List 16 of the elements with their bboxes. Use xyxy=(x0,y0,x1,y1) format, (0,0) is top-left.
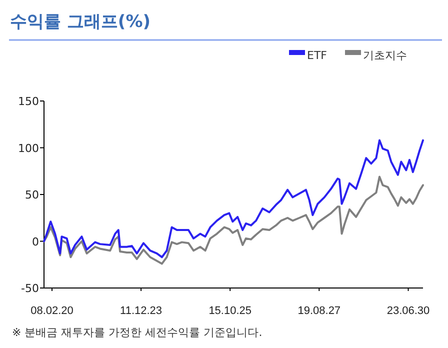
y-tick-label: 50 xyxy=(25,188,39,202)
x-tick-label: 19.08.27 xyxy=(298,305,341,317)
chart-title: 수익률 그래프(%) xyxy=(10,12,150,32)
legend-label: ETF xyxy=(307,49,327,62)
line-series xyxy=(43,139,424,258)
y-tick-label: 0 xyxy=(32,235,39,248)
x-tick-label: 08.02.20 xyxy=(30,305,74,317)
legend-label: 기초지수 xyxy=(363,49,407,62)
line-series xyxy=(43,176,424,265)
y-tick-label: -50 xyxy=(21,282,39,295)
x-tick-label: 11.12.23 xyxy=(120,305,162,317)
x-tick-label: 15.10.25 xyxy=(208,305,252,317)
x-tick-label: 23.06.30 xyxy=(386,305,430,317)
y-tick-label: 150 xyxy=(18,95,39,108)
y-tick-label: 100 xyxy=(18,142,39,155)
text: ※ 분배금 재투자를 가정한 세전수익률 기준입니다. xyxy=(12,326,262,339)
